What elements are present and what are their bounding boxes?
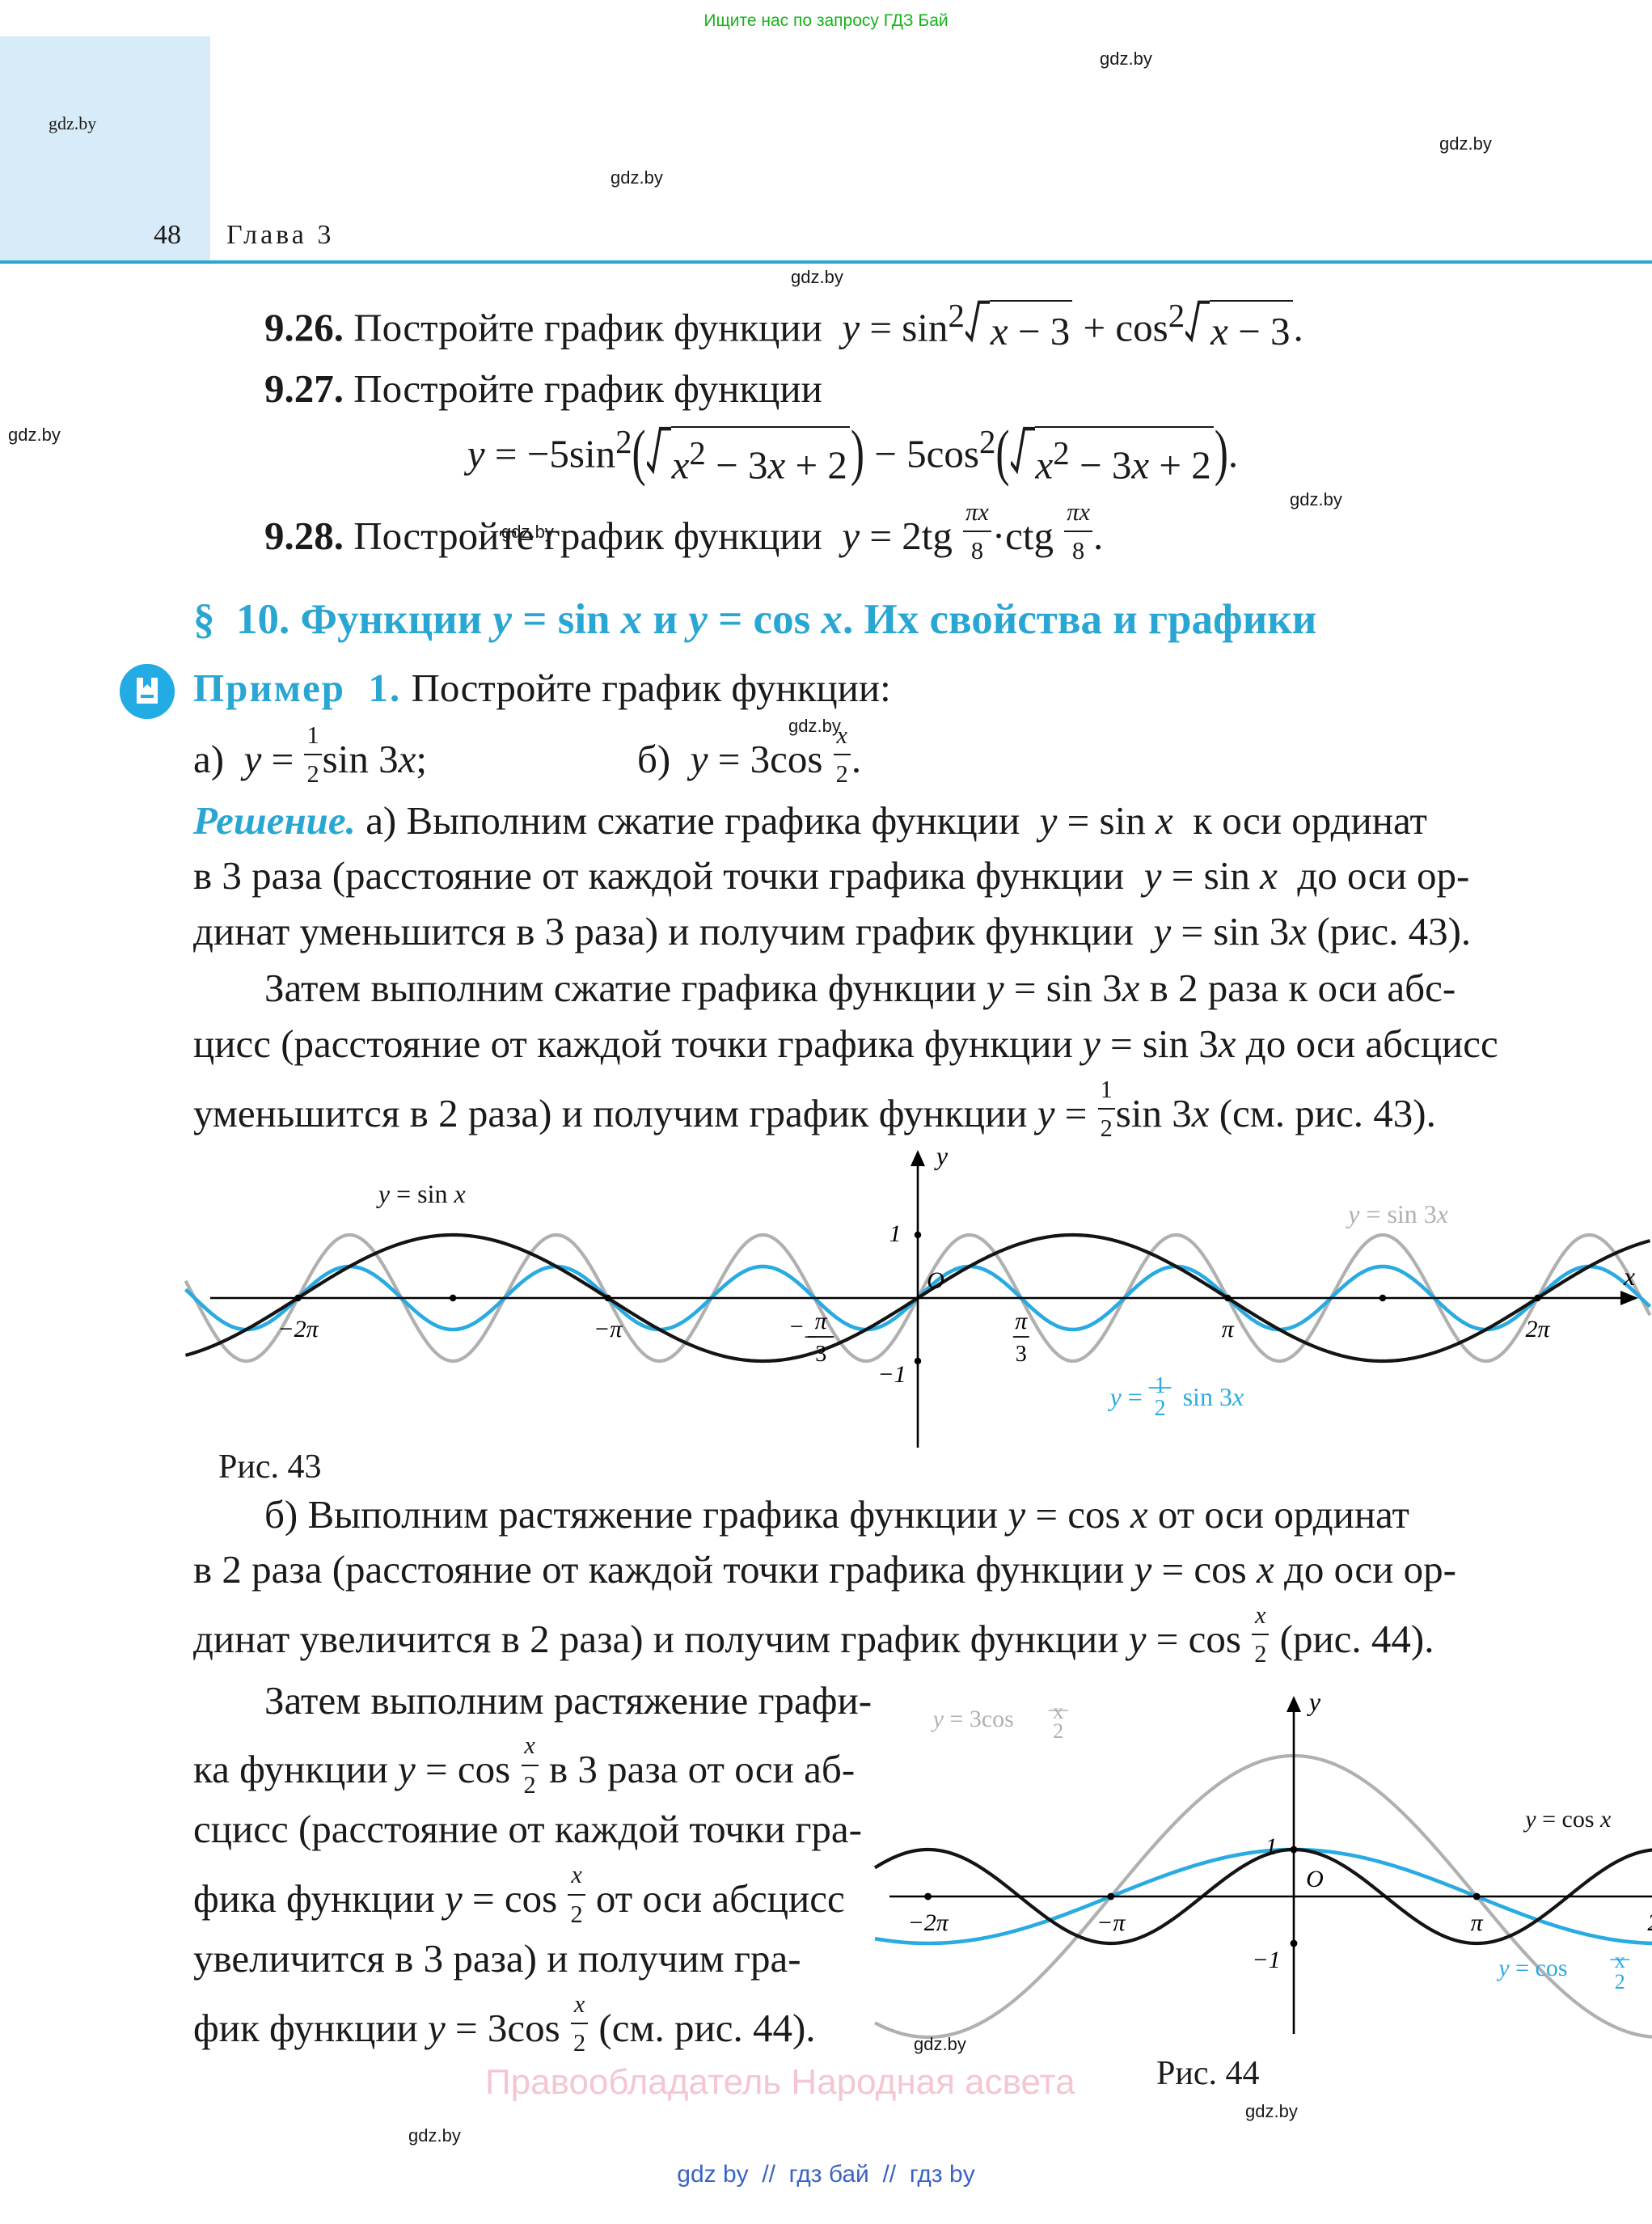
svg-text:x: x (1623, 1262, 1635, 1291)
svg-text:−: − (790, 1313, 804, 1340)
svg-text:y = sin 3x: y = sin 3x (1346, 1199, 1448, 1228)
svg-text:O: O (1306, 1866, 1324, 1892)
svg-text:π: π (1222, 1316, 1235, 1342)
svg-text:−2π: −2π (907, 1909, 949, 1936)
svg-text:−1: −1 (877, 1361, 906, 1388)
svg-text:π: π (1015, 1308, 1028, 1334)
svg-text:y = cos x: y = cos x (1523, 1806, 1612, 1833)
svg-text:2: 2 (1615, 1970, 1625, 1994)
svg-text:3: 3 (815, 1342, 826, 1367)
svg-text:2π: 2π (1525, 1316, 1550, 1342)
svg-text:−2π: −2π (277, 1316, 319, 1342)
svg-text:1: 1 (1265, 1833, 1278, 1860)
svg-text:3: 3 (1016, 1342, 1027, 1367)
svg-text:y =: y = (1108, 1382, 1143, 1411)
svg-text:1: 1 (889, 1220, 902, 1247)
svg-text:2: 2 (1053, 1719, 1063, 1743)
svg-text:sin 3x: sin 3x (1183, 1382, 1244, 1411)
svg-text:π: π (815, 1308, 828, 1334)
svg-text:2: 2 (1155, 1396, 1166, 1421)
svg-text:π: π (1471, 1909, 1484, 1936)
svg-text:−π: −π (1096, 1909, 1126, 1936)
svg-text:−1: −1 (1252, 1947, 1280, 1973)
svg-text:y = cos: y = cos (1496, 1955, 1567, 1981)
svg-text:1: 1 (1155, 1373, 1166, 1398)
svg-text:y = 3cos: y = 3cos (931, 1706, 1014, 1732)
svg-text:x: x (1615, 1948, 1626, 1972)
svg-text:−π: −π (594, 1316, 623, 1342)
svg-text:y = sin x: y = sin x (376, 1179, 466, 1208)
svg-text:2π: 2π (1647, 1909, 1652, 1936)
svg-text:y: y (1307, 1687, 1321, 1716)
svg-text:O: O (927, 1267, 944, 1294)
svg-text:y: y (934, 1141, 949, 1170)
